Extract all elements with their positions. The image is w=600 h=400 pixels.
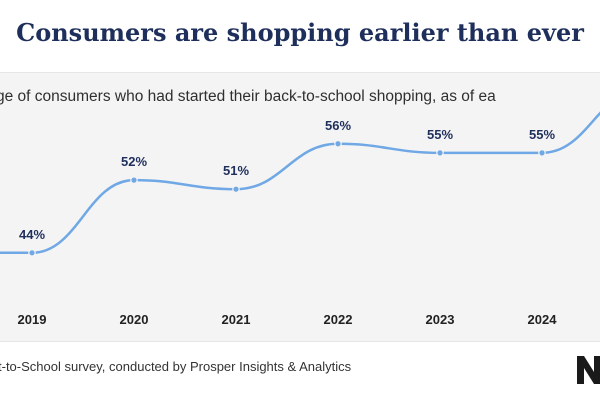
data-point-2021 <box>232 185 240 194</box>
series-line <box>0 111 600 255</box>
data-label-2023: 55% <box>427 127 453 142</box>
data-point-2020 <box>130 176 138 184</box>
x-tick-2022: 2022 <box>324 312 353 327</box>
x-tick-2020: 2020 <box>120 312 149 327</box>
data-label-2022: 56% <box>325 118 351 133</box>
x-tick-layer: 2019 2020 2021 2022 2023 2024 <box>18 312 558 327</box>
data-point-2023 <box>436 149 444 157</box>
chart-panel <box>0 72 600 342</box>
x-tick-2023: 2023 <box>426 312 455 327</box>
chart-title: Consumers are shopping earlier than ever <box>16 18 584 47</box>
nrf-logo-icon <box>577 356 600 384</box>
data-label-2021: 51% <box>223 163 249 178</box>
source-note-text: t-to-School survey, conducted by Prosper… <box>0 359 352 374</box>
chart-subtitle-text: ge of consumers who had started their ba… <box>0 88 496 105</box>
chart-subtitle: ge of consumers who had started their ba… <box>0 88 600 110</box>
data-label-2020: 52% <box>121 154 147 169</box>
data-point-2024 <box>538 149 546 157</box>
data-point-2019 <box>28 249 36 257</box>
x-tick-2019: 2019 <box>18 312 47 327</box>
data-label-2024: 55% <box>529 127 555 142</box>
x-tick-2021: 2021 <box>222 312 251 327</box>
data-point-2022 <box>334 139 342 148</box>
point-label-layer: 44% 52% 51% 56% 55% 55% <box>19 118 555 242</box>
x-tick-2024: 2024 <box>528 312 558 327</box>
source-note: t-to-School survey, conducted by Prosper… <box>0 359 500 379</box>
point-layer <box>28 139 546 257</box>
series-layer <box>0 111 600 255</box>
data-label-2019: 44% <box>19 227 45 242</box>
